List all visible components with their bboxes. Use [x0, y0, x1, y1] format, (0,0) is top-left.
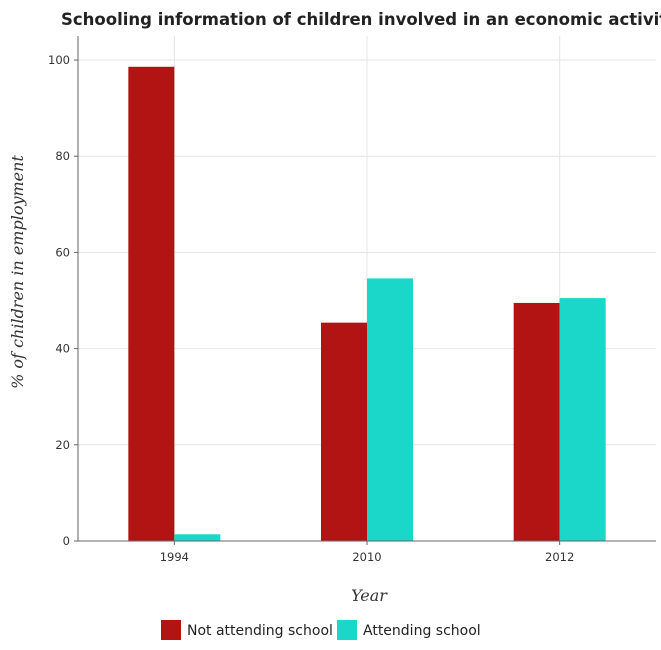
x-tick-label: 1994: [160, 550, 189, 564]
y-tick-label: 20: [55, 438, 70, 452]
bar: [559, 298, 606, 541]
y-tick-label: 100: [48, 53, 70, 67]
y-ticks: 0 20 40 60 80 100: [48, 53, 78, 548]
legend-swatch: [337, 620, 357, 640]
legend-swatch: [161, 620, 181, 640]
x-ticks: 1994 2010 2012: [160, 541, 574, 564]
bar: [128, 66, 175, 542]
y-tick-label: 80: [55, 149, 70, 163]
legend-label: Attending school: [363, 623, 481, 639]
legend: Not attending school Attending school: [161, 620, 481, 640]
bar: [174, 534, 221, 541]
bar: [367, 278, 413, 541]
bars: [128, 66, 606, 542]
chart-title: Schooling information of children involv…: [61, 10, 661, 29]
x-axis-label: Year: [351, 586, 388, 605]
bar: [513, 302, 560, 541]
y-tick-label: 0: [63, 534, 70, 548]
x-tick-label: 2010: [352, 550, 381, 564]
y-tick-label: 40: [55, 342, 70, 356]
x-tick-label: 2012: [545, 550, 574, 564]
y-tick-label: 60: [55, 245, 70, 259]
legend-label: Not attending school: [187, 623, 333, 639]
y-axis-label: % of children in employment: [8, 155, 27, 389]
bar: [321, 322, 367, 541]
